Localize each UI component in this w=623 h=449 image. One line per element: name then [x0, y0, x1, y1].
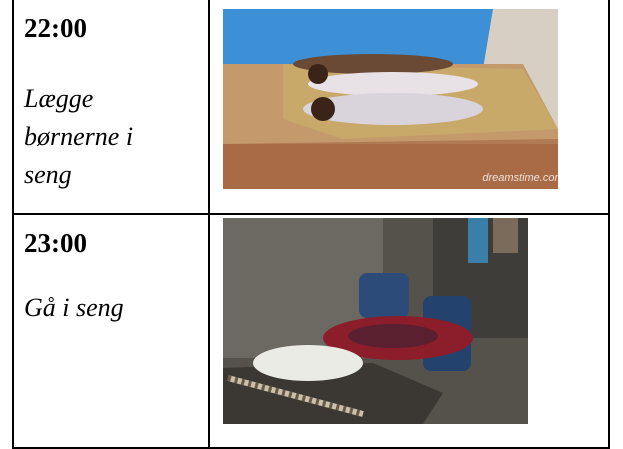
- photo-cell: [208, 213, 610, 449]
- time: 22:00: [24, 13, 87, 43]
- photo-bed-in-hut: [223, 218, 528, 424]
- photo-cell: dreamstime.com: [208, 0, 610, 215]
- activity: Lægge børnerne i seng: [24, 80, 208, 194]
- activity: Gå i seng: [24, 289, 208, 327]
- schedule-table: 22:00 Lægge børnerne i seng dreamstime: [12, 0, 610, 449]
- row: 22:00 Lægge børnerne i seng dreamstime: [12, 0, 610, 215]
- row: 23:00 Gå i seng: [12, 213, 610, 449]
- photo-children-sleeping: dreamstime.com: [223, 9, 558, 189]
- watermark: dreamstime.com: [482, 172, 558, 184]
- activity-line: Lægge: [24, 84, 94, 113]
- time: 23:00: [24, 228, 87, 258]
- time-cell: 23:00 Gå i seng: [12, 213, 210, 449]
- activity-line: børnerne i: [24, 122, 134, 151]
- activity-line: seng: [24, 160, 72, 189]
- activity-line: Gå i seng: [24, 293, 124, 322]
- time-cell: 22:00 Lægge børnerne i seng: [12, 0, 210, 215]
